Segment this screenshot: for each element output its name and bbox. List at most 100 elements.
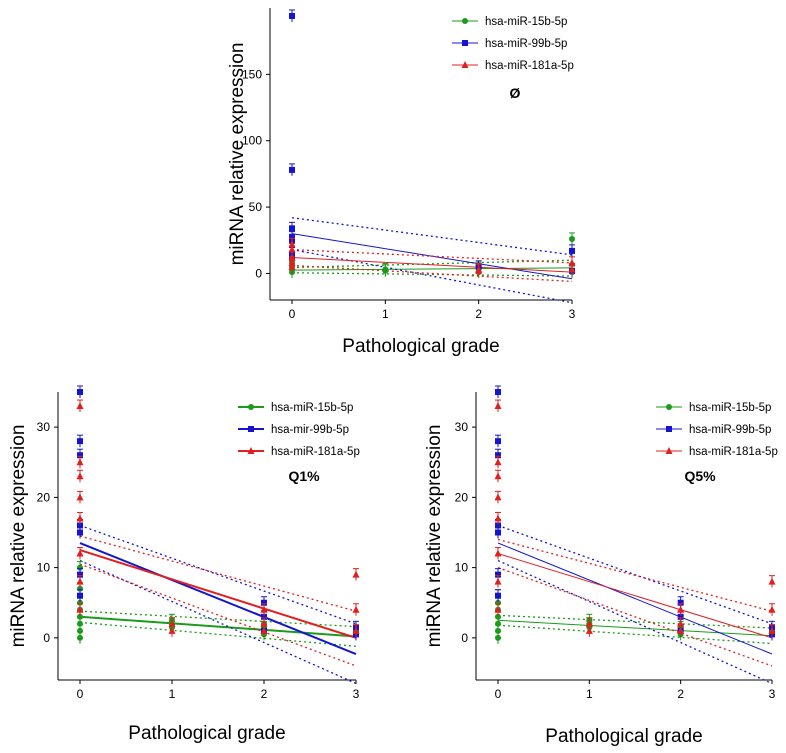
x-tick-label: 1: [382, 307, 389, 321]
data-point: [352, 626, 360, 634]
data-point: [77, 438, 83, 445]
data-point: [76, 472, 84, 480]
legend-swatch-marker: [666, 404, 672, 410]
legend-entry: hsa-miR-181a-5p: [485, 60, 574, 72]
y-tick-label: 0: [255, 266, 262, 280]
data-point: [495, 634, 501, 641]
legend-swatch-marker: [248, 426, 254, 432]
ci-lower-line: [497, 559, 773, 685]
chart-panel-bottom-right: 0 10 20 30 0 1 2 3 Pathological grade miRNA relat…: [424, 385, 778, 747]
legend-swatch-marker: [461, 61, 469, 68]
y-tick-label: 10: [455, 561, 469, 575]
data-point: [261, 599, 267, 606]
regression-line: [497, 542, 773, 655]
x-tick-label: 2: [475, 307, 482, 321]
ci-lower-line: [291, 264, 573, 283]
data-point: [677, 605, 685, 613]
data-point: [77, 592, 83, 599]
legend-entry: hsa-miR-99b-5p: [689, 424, 771, 436]
data-point: [568, 265, 576, 273]
data-point: [77, 522, 83, 529]
y-tick-label: 20: [455, 490, 469, 504]
ci-upper-line: [497, 538, 773, 612]
data-point: [495, 438, 501, 445]
ci-upper-line: [79, 535, 357, 612]
regression-line: [79, 542, 357, 655]
y-tick-label: 30: [455, 420, 469, 434]
data-point: [494, 493, 502, 501]
data-point: [495, 529, 501, 536]
panel-annotation: Q5%: [684, 468, 716, 484]
y-axis-label: miRNA relative expression: [227, 43, 248, 266]
data-point: [260, 626, 268, 634]
y-tick-label: 50: [249, 200, 263, 214]
data-point: [289, 12, 295, 19]
x-tick-label: 2: [261, 687, 268, 701]
y-tick-label: 20: [37, 490, 51, 504]
data-point: [585, 619, 593, 627]
data-point: [495, 592, 501, 599]
x-axis-label: Pathological grade: [342, 336, 499, 357]
data-point: [568, 258, 576, 266]
data-point: [495, 522, 501, 529]
data-point: [677, 613, 684, 620]
data-point: [494, 577, 502, 585]
y-tick-label: 10: [37, 561, 51, 575]
ci-lower-line: [291, 272, 573, 277]
x-tick-label: 2: [677, 687, 684, 701]
y-tick-label: 0: [43, 631, 50, 645]
ci-lower-line: [291, 248, 573, 304]
data-point: [260, 605, 268, 613]
x-tick-label: 3: [569, 307, 576, 321]
data-point: [76, 605, 84, 613]
x-tick-label: 3: [353, 687, 360, 701]
data-point: [569, 247, 575, 254]
data-point: [77, 634, 83, 641]
data-point: [475, 266, 483, 274]
legend-swatch-marker: [247, 447, 255, 454]
data-point: [569, 235, 575, 242]
data-point: [495, 613, 501, 620]
data-point: [77, 620, 83, 627]
data-point: [494, 605, 502, 613]
data-point: [76, 402, 84, 410]
x-axis-label: Pathological grade: [128, 723, 285, 744]
ci-upper-line: [497, 524, 773, 625]
regression-line: [497, 553, 773, 639]
data-point: [495, 627, 501, 634]
data-point: [585, 626, 593, 634]
legend-swatch-marker: [248, 404, 254, 410]
panel-annotation: Q1%: [288, 468, 320, 484]
data-point: [494, 402, 502, 410]
y-tick-label: 150: [242, 67, 262, 81]
data-point: [76, 458, 84, 466]
data-point: [77, 613, 83, 620]
legend-entry: hsa-miR-181a-5p: [271, 446, 360, 458]
regression-line: [291, 257, 573, 273]
ci-upper-line: [291, 248, 573, 264]
data-point: [494, 472, 502, 480]
ci-upper-line: [291, 217, 573, 256]
ci-lower-line: [79, 559, 357, 685]
regression-line: [291, 267, 573, 271]
data-point: [77, 389, 83, 395]
ci-upper-line: [291, 259, 573, 269]
legend-swatch-marker: [666, 426, 672, 432]
data-point: [494, 514, 502, 522]
data-point: [288, 245, 296, 253]
y-tick-label: 100: [242, 134, 262, 148]
data-point: [288, 262, 296, 270]
ci-upper-line: [497, 614, 773, 629]
data-point: [289, 166, 295, 173]
data-point: [352, 570, 360, 578]
data-point: [382, 266, 389, 273]
data-point: [495, 389, 501, 395]
y-tick-label: 30: [37, 420, 51, 434]
x-tick-label: 1: [586, 687, 593, 701]
ci-upper-line: [79, 524, 357, 625]
x-tick-label: 0: [77, 687, 84, 701]
ci-lower-line: [497, 566, 773, 667]
data-point: [77, 452, 83, 459]
legend-entry: hsa-mir-99b-5p: [271, 424, 349, 436]
